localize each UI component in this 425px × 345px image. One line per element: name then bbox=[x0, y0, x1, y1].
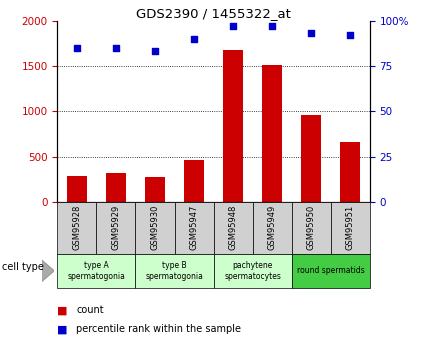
Bar bbox=[331, 202, 370, 254]
Text: percentile rank within the sample: percentile rank within the sample bbox=[76, 324, 241, 334]
Text: ■: ■ bbox=[57, 324, 68, 334]
Text: cell type: cell type bbox=[2, 263, 44, 272]
Point bbox=[230, 23, 236, 29]
Point bbox=[347, 32, 354, 38]
Text: GSM95951: GSM95951 bbox=[346, 205, 355, 250]
Text: type A
spermatogonia: type A spermatogonia bbox=[68, 261, 125, 280]
Point bbox=[74, 45, 80, 51]
Text: pachytene
spermatocytes: pachytene spermatocytes bbox=[224, 261, 281, 280]
Bar bbox=[340, 142, 360, 202]
Text: GSM95948: GSM95948 bbox=[229, 205, 238, 250]
Bar bbox=[262, 65, 282, 202]
Bar bbox=[67, 176, 87, 202]
Bar bbox=[213, 254, 292, 288]
Text: round spermatids: round spermatids bbox=[297, 266, 365, 275]
Title: GDS2390 / 1455322_at: GDS2390 / 1455322_at bbox=[136, 7, 291, 20]
Bar bbox=[57, 254, 136, 288]
Point bbox=[152, 49, 159, 54]
Point bbox=[191, 36, 198, 42]
Bar bbox=[57, 202, 96, 254]
Text: type B
spermatogonia: type B spermatogonia bbox=[146, 261, 204, 280]
Bar bbox=[145, 177, 165, 202]
Text: GSM95947: GSM95947 bbox=[190, 205, 198, 250]
Text: GSM95949: GSM95949 bbox=[268, 205, 277, 250]
Bar bbox=[213, 202, 252, 254]
Bar bbox=[223, 50, 243, 202]
Point bbox=[113, 45, 119, 51]
Text: GSM95928: GSM95928 bbox=[72, 205, 82, 250]
Text: GSM95930: GSM95930 bbox=[150, 205, 159, 250]
Bar bbox=[96, 202, 136, 254]
Point bbox=[308, 31, 314, 36]
Text: count: count bbox=[76, 305, 104, 315]
Bar bbox=[184, 160, 204, 202]
Bar bbox=[292, 202, 331, 254]
Polygon shape bbox=[42, 260, 54, 282]
Point bbox=[269, 23, 275, 29]
Text: GSM95929: GSM95929 bbox=[111, 205, 120, 250]
Bar bbox=[252, 202, 292, 254]
Text: GSM95950: GSM95950 bbox=[307, 205, 316, 250]
Bar bbox=[175, 202, 213, 254]
Bar bbox=[301, 115, 321, 202]
Bar bbox=[136, 202, 175, 254]
Text: ■: ■ bbox=[57, 305, 68, 315]
Bar bbox=[106, 173, 126, 202]
Bar bbox=[292, 254, 370, 288]
Bar bbox=[136, 254, 213, 288]
